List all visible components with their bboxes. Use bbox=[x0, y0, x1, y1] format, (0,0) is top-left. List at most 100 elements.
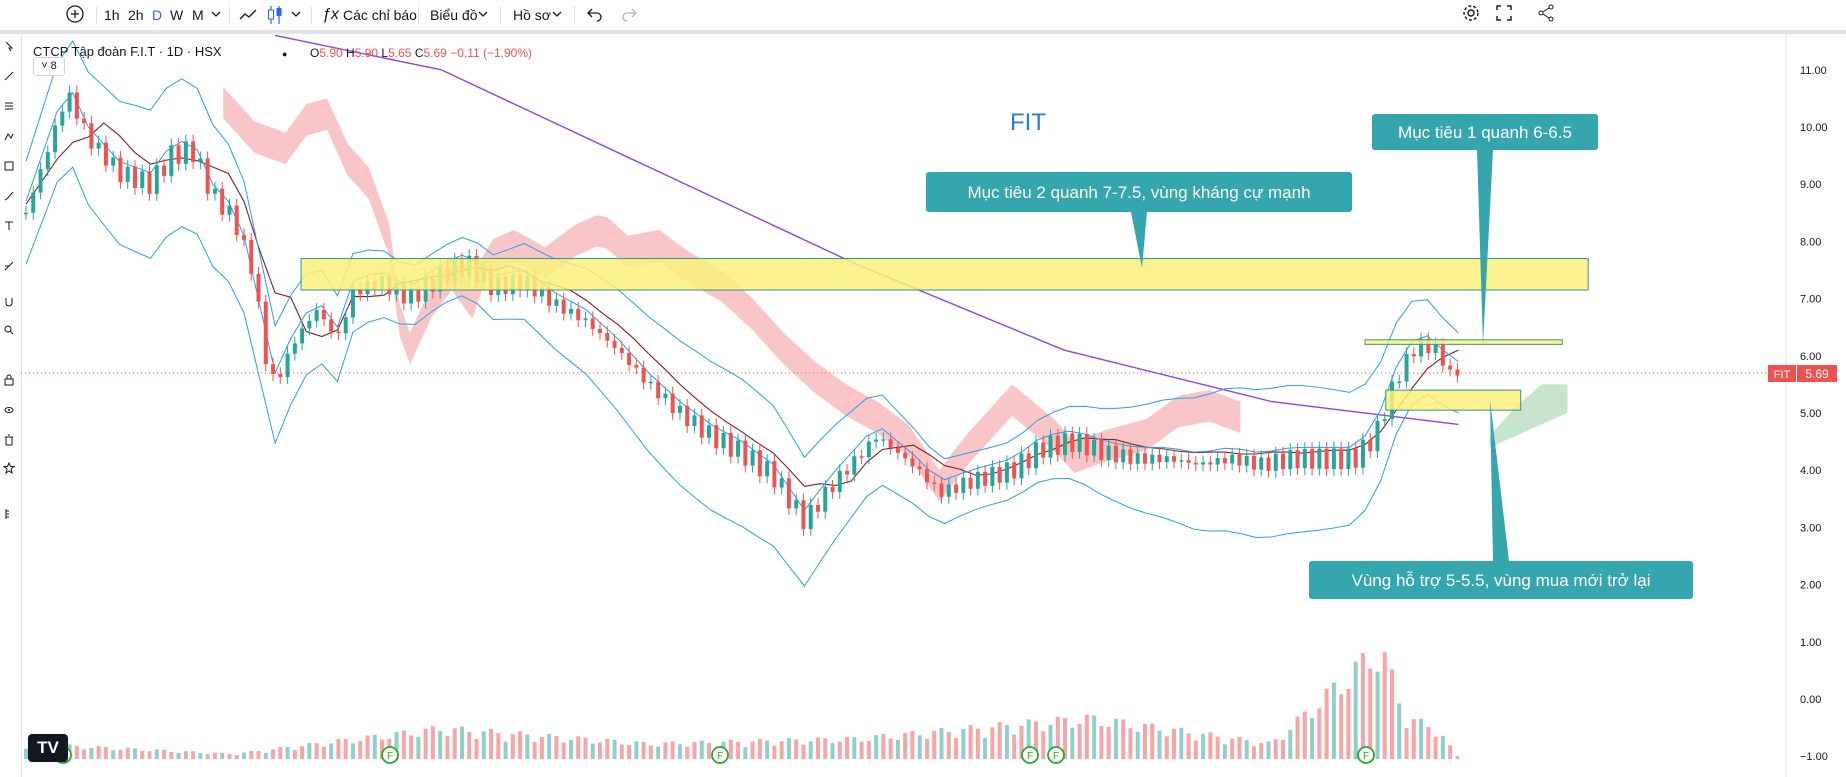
measure-icon[interactable] bbox=[3, 260, 15, 272]
volume-bar bbox=[859, 741, 864, 760]
volume-bar bbox=[518, 731, 523, 760]
indicators-button[interactable]: Các chỉ báo bbox=[343, 7, 417, 23]
volume-bar bbox=[881, 734, 886, 760]
chevron-down-icon[interactable] bbox=[477, 8, 489, 20]
interval-d[interactable]: D bbox=[152, 7, 163, 23]
volume-bar bbox=[983, 737, 988, 760]
ruler-icon[interactable] bbox=[3, 508, 15, 520]
brush-icon[interactable] bbox=[3, 190, 15, 202]
volume-bar bbox=[547, 733, 552, 760]
symbol-title[interactable]: CTCP Tập đoàn F.I.T · 1D · HSX bbox=[33, 44, 222, 59]
volume-bar bbox=[1324, 688, 1329, 760]
cursor-icon[interactable] bbox=[3, 40, 15, 52]
fib-icon[interactable] bbox=[3, 100, 15, 112]
line-chart-icon[interactable] bbox=[238, 5, 258, 25]
volume-bar bbox=[481, 731, 486, 760]
add-symbol-icon[interactable] bbox=[64, 3, 86, 25]
indicators-icon[interactable]: ƒx bbox=[322, 6, 339, 23]
candle-body bbox=[983, 471, 988, 486]
interval-2h[interactable]: 2h bbox=[128, 7, 144, 23]
volume-bar bbox=[1455, 756, 1460, 760]
volume-bar bbox=[350, 743, 355, 760]
volume-bar bbox=[576, 736, 581, 760]
candle-body bbox=[321, 309, 326, 320]
volume-bar bbox=[510, 734, 515, 760]
candle-body bbox=[1360, 439, 1365, 468]
annotation-callout: Mục tiêu 2 quanh 7-7.5, vùng kháng cự mạ… bbox=[926, 172, 1352, 268]
candle-body bbox=[1331, 448, 1336, 470]
interval-m[interactable]: M bbox=[192, 7, 204, 23]
volume-bar bbox=[1426, 727, 1431, 760]
indicators-collapse-button[interactable]: ˅ 8 bbox=[33, 57, 65, 76]
candle-body bbox=[1215, 458, 1220, 465]
candle-body bbox=[1295, 450, 1300, 469]
candle-body bbox=[837, 470, 842, 492]
candle-body bbox=[590, 318, 595, 329]
interval-w[interactable]: W bbox=[170, 7, 184, 23]
volume-bar bbox=[874, 735, 879, 760]
zoom-icon[interactable] bbox=[3, 324, 15, 336]
candle-body bbox=[45, 152, 50, 170]
volume-bar bbox=[300, 746, 305, 760]
volume-bar bbox=[169, 751, 174, 760]
eye-icon[interactable] bbox=[3, 404, 15, 416]
candle-body bbox=[82, 118, 87, 124]
interval-1h[interactable]: 1h bbox=[104, 7, 120, 23]
candle-body bbox=[670, 393, 675, 413]
volume-bar bbox=[1179, 727, 1184, 760]
chevron-down-icon[interactable] bbox=[551, 8, 563, 20]
callout-box bbox=[1309, 561, 1693, 599]
share-icon[interactable] bbox=[1536, 3, 1556, 23]
undo-icon[interactable] bbox=[586, 5, 604, 23]
y-tick-label: 2.00 bbox=[1800, 580, 1821, 592]
candles-icon[interactable] bbox=[266, 4, 284, 26]
y-tick-label: 0.00 bbox=[1800, 694, 1821, 706]
candle-body bbox=[198, 158, 203, 163]
magnet-icon[interactable] bbox=[3, 296, 15, 308]
change-value: −0.11 (−1.90%) bbox=[450, 46, 533, 60]
chart-type-button[interactable]: Biểu đồ bbox=[430, 7, 478, 23]
volume-bar bbox=[656, 746, 661, 760]
volume-bar bbox=[191, 751, 196, 760]
tradingview-logo[interactable]: TV bbox=[28, 734, 68, 762]
volume-bar bbox=[1004, 725, 1009, 760]
candle-body bbox=[1244, 455, 1249, 466]
volume-bar bbox=[917, 735, 922, 760]
candle-body bbox=[1193, 462, 1198, 465]
chevron-down-icon[interactable] bbox=[210, 8, 222, 20]
volume-bar bbox=[561, 742, 566, 760]
chevron-down-icon[interactable] bbox=[290, 8, 302, 20]
open-label: O bbox=[310, 46, 320, 60]
candle-body bbox=[1230, 454, 1235, 464]
fullscreen-icon[interactable] bbox=[1494, 3, 1514, 23]
redo-icon[interactable] bbox=[620, 5, 638, 23]
text-icon[interactable] bbox=[3, 220, 15, 232]
lock-icon[interactable] bbox=[3, 374, 15, 386]
candle-body bbox=[1404, 354, 1409, 382]
volume-bar bbox=[924, 738, 929, 760]
trash-icon[interactable] bbox=[3, 434, 15, 446]
svg-text:F: F bbox=[1027, 751, 1033, 762]
candle-body bbox=[416, 289, 421, 302]
volume-bar bbox=[1041, 731, 1046, 760]
pattern-icon[interactable] bbox=[3, 130, 15, 142]
legend-dot-icon: ● bbox=[282, 49, 288, 59]
volume-bar bbox=[1201, 733, 1206, 760]
settings-gear-icon[interactable] bbox=[1461, 3, 1481, 23]
shape-icon[interactable] bbox=[3, 160, 15, 172]
volume-bar bbox=[183, 751, 188, 760]
volume-bar bbox=[677, 744, 682, 760]
volume-bar bbox=[474, 739, 479, 760]
profile-button[interactable]: Hồ sơ bbox=[513, 7, 551, 23]
volume-bar bbox=[852, 737, 857, 760]
volume-bar bbox=[96, 746, 101, 760]
volume-bar bbox=[1055, 716, 1060, 760]
ohlc-values: O5.90 H5.90 L5.65 C5.69 −0.11 (−1.90%) bbox=[310, 46, 532, 60]
star-icon[interactable] bbox=[3, 462, 15, 474]
candle-body bbox=[547, 287, 552, 306]
volume-bar bbox=[1033, 721, 1038, 760]
trend-line-icon[interactable] bbox=[3, 70, 15, 82]
volume-bar bbox=[1113, 718, 1118, 760]
volume-bar bbox=[648, 745, 653, 760]
